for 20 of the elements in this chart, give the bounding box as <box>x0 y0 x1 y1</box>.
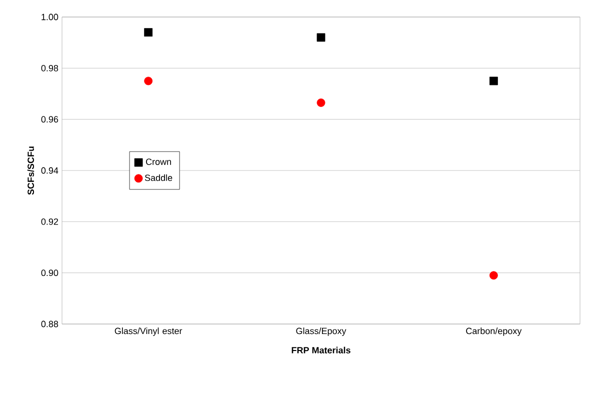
x-axis-title: FRP Materials <box>292 346 350 354</box>
y-axis-title: SCFs/SCFu <box>27 146 34 195</box>
y-tick-label: 0.92 <box>41 218 58 225</box>
legend-label: Saddle <box>144 174 172 181</box>
y-tick-label: 0.98 <box>41 64 58 72</box>
point <box>316 98 326 107</box>
y-tick-label: 0.96 <box>41 116 58 123</box>
point <box>489 271 498 280</box>
y-tick-label: 0.90 <box>41 270 58 276</box>
y-tick-label: 0.88 <box>41 320 58 328</box>
legend-label: Crown <box>146 158 171 165</box>
x-tick-label: Glass/Vinyl ester <box>114 328 182 336</box>
x-tick-label: Carbon/epoxy <box>466 328 522 336</box>
point <box>316 33 326 42</box>
y-tick-label: 1.00 <box>42 14 58 20</box>
point <box>144 28 153 37</box>
x-tick-label: Glass/Epoxy <box>296 328 346 336</box>
point <box>144 76 153 86</box>
y-tick-label: 0.94 <box>41 167 58 174</box>
point <box>489 76 498 86</box>
